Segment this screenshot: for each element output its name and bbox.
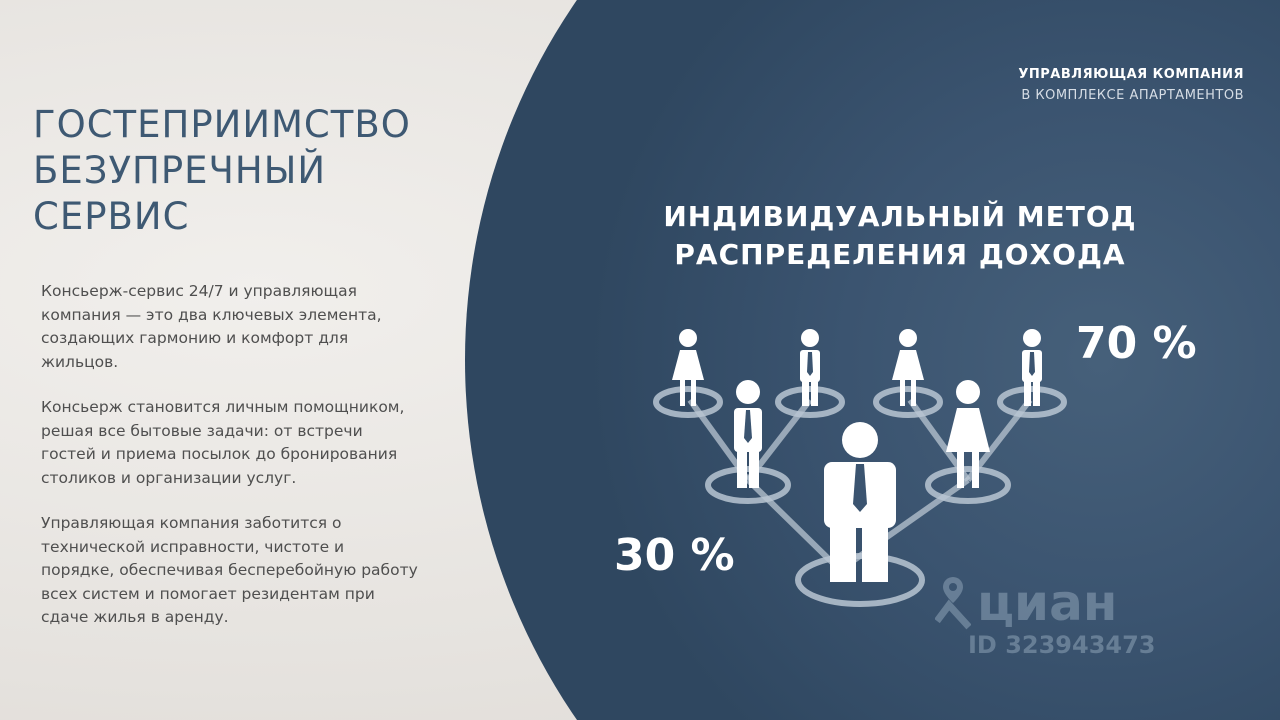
woman-icon (892, 329, 924, 406)
company-label: УПРАВЛЯЮЩАЯ КОМПАНИЯ В КОМПЛЕКСЕ АПАРТАМ… (1018, 64, 1244, 106)
title-line: БЕЗУПРЕЧНЫЙ (33, 149, 327, 192)
headline: ИНДИВИДУАЛЬНЫЙ МЕТОД РАСПРЕДЕЛЕНИЯ ДОХОД… (600, 198, 1200, 274)
paragraph: Консьерж становится личным помощником, р… (41, 398, 405, 487)
headline-line: ИНДИВИДУАЛЬНЫЙ МЕТОД (663, 200, 1137, 233)
dark-panel (465, 0, 1280, 720)
woman-icon (946, 380, 990, 488)
ties (744, 352, 1035, 512)
company-label-light: В КОМПЛЕКСЕ АПАРТАМЕНТОВ (1021, 88, 1244, 103)
description: Консьерж-сервис 24/7 и управляющая компа… (41, 280, 421, 652)
paragraph: Управляющая компания заботится о техниче… (41, 514, 418, 626)
title-line: ГОСТЕПРИИМСТВО (33, 103, 411, 146)
watermark-id: ID 323943473 (968, 631, 1156, 659)
watermark-brand: циан (977, 574, 1118, 632)
page-title: ГОСТЕПРИИМСТВО БЕЗУПРЕЧНЫЙ СЕРВИС (33, 102, 411, 240)
percent-30: 30 % (614, 530, 735, 581)
headline-line: РАСПРЕДЕЛЕНИЯ ДОХОДА (674, 238, 1126, 271)
woman-icon (672, 329, 704, 406)
watermark: циан ID 323943473 (935, 575, 1156, 659)
rings (653, 386, 1067, 607)
map-pin-icon (935, 577, 971, 630)
percent-70: 70 % (1076, 318, 1197, 369)
title-line: СЕРВИС (33, 195, 190, 238)
company-label-bold: УПРАВЛЯЮЩАЯ КОМПАНИЯ (1018, 67, 1244, 82)
paragraph: Консьерж-сервис 24/7 и управляющая компа… (41, 282, 382, 371)
people-network-diagram (653, 329, 1067, 607)
